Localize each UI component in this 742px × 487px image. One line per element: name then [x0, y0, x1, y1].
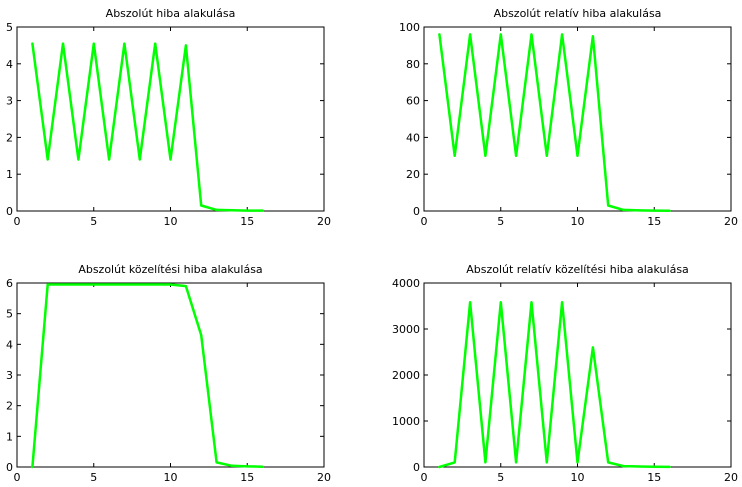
chart-3-ytick-label: 4 — [6, 338, 13, 351]
chart-1-xtick-label: 20 — [317, 215, 331, 228]
chart-4-ytick-label: 1000 — [392, 415, 420, 428]
chart-4-ytick-label: 0 — [413, 461, 420, 474]
chart-1-ytick-label: 5 — [6, 21, 13, 34]
chart-1-ytick-label: 0 — [6, 205, 13, 218]
chart-4-xtick-label: 10 — [571, 471, 585, 484]
chart-3-series-line — [31, 283, 264, 469]
chart-2-xtick-label: 0 — [421, 215, 428, 228]
chart-4-series-line — [438, 301, 671, 469]
chart-3-xtick-label: 15 — [240, 471, 254, 484]
chart-1-xtick-label: 10 — [164, 215, 178, 228]
chart-2-xtick-label: 15 — [647, 215, 661, 228]
chart-1-ytick-label: 4 — [6, 58, 13, 71]
chart-4-xtick-label: 20 — [724, 471, 738, 484]
chart-3-xtick-label: 5 — [90, 471, 97, 484]
chart-1-title: Abszolút hiba alakulása — [106, 7, 236, 20]
chart-3-ytick-label: 0 — [6, 461, 13, 474]
chart-2-xtick-label: 10 — [571, 215, 585, 228]
chart-4-xtick-label: 0 — [421, 471, 428, 484]
chart-2-ytick-label: 60 — [406, 95, 420, 108]
chart-1-axes-frame — [16, 26, 325, 212]
chart-2-xtick-label: 5 — [497, 215, 504, 228]
chart-2-ytick-label: 20 — [406, 168, 420, 181]
chart-1-series-line — [31, 42, 264, 212]
chart-3-ytick-label: 3 — [6, 369, 13, 382]
chart-2-ytick-label: 40 — [406, 131, 420, 144]
chart-3-title: Abszolút közelítési hiba alakulása — [78, 263, 262, 276]
chart-3-ytick-label: 5 — [6, 308, 13, 321]
chart-1-xtick-label: 15 — [240, 215, 254, 228]
chart-3-ytick-label: 1 — [6, 430, 13, 443]
chart-4-xtick-label: 15 — [647, 471, 661, 484]
chart-2-ytick-label: 100 — [399, 21, 420, 34]
chart-2-title: Abszolút relatív hiba alakulása — [494, 7, 662, 20]
chart-1-ytick-label: 3 — [6, 95, 13, 108]
chart-2-series-line — [438, 33, 671, 213]
chart-2-axes-frame — [423, 26, 732, 212]
chart-1-xtick-label: 0 — [14, 215, 21, 228]
chart-2-ytick-label: 80 — [406, 58, 420, 71]
chart-4-ytick-label: 4000 — [392, 277, 420, 290]
chart-3-xtick-label: 0 — [14, 471, 21, 484]
chart-3-axes-frame — [16, 282, 325, 468]
chart-4-title: Abszolút relatív közelítési hiba alakulá… — [466, 263, 689, 276]
chart-4-xtick-label: 5 — [497, 471, 504, 484]
chart-4-ytick-label: 3000 — [392, 323, 420, 336]
chart-2-ytick-label: 0 — [413, 205, 420, 218]
chart-3-xtick-label: 20 — [317, 471, 331, 484]
chart-3-ytick-label: 6 — [6, 277, 13, 290]
chart-1-ytick-label: 1 — [6, 168, 13, 181]
chart-1-ytick-label: 2 — [6, 131, 13, 144]
chart-3-ytick-label: 2 — [6, 400, 13, 413]
chart-2-xtick-label: 20 — [724, 215, 738, 228]
chart-3-xtick-label: 10 — [164, 471, 178, 484]
chart-4-ytick-label: 2000 — [392, 369, 420, 382]
chart-1-xtick-label: 5 — [90, 215, 97, 228]
